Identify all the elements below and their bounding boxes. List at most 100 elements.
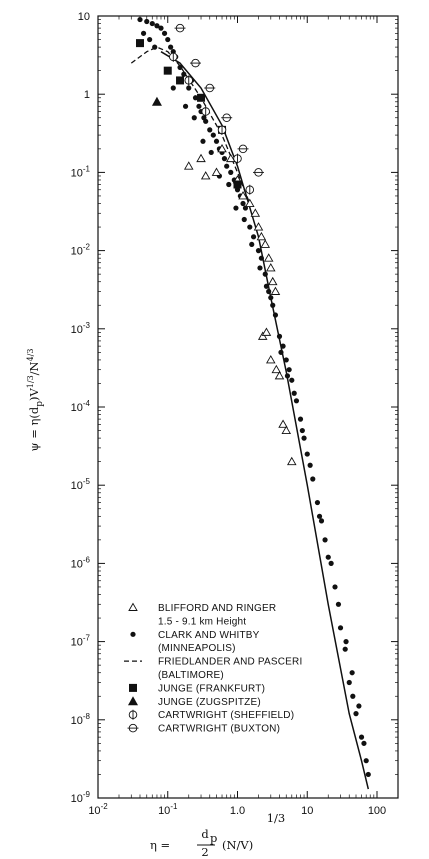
- y-tick-label: 10-4: [71, 399, 91, 414]
- y-tick-label: 10-5: [71, 477, 91, 492]
- data-point-dot: [181, 71, 187, 77]
- data-point-dot: [168, 44, 174, 50]
- data-point-dot: [266, 288, 272, 295]
- data-point-dot: [170, 85, 176, 91]
- data-point-circle-hbar: [174, 23, 186, 33]
- data-point-triangle-open: [270, 286, 281, 295]
- data-point-triangle-open: [263, 253, 274, 262]
- legend-label: JUNGE (FRANKFURT): [158, 683, 265, 694]
- data-point-dot: [353, 711, 359, 717]
- data-point-dot: [280, 343, 286, 349]
- x-tick-label: 1.0: [230, 805, 245, 817]
- data-point-dot: [322, 537, 328, 543]
- data-point-dot: [343, 639, 349, 645]
- data-point-dot: [263, 283, 270, 289]
- data-point-dot: [284, 373, 291, 379]
- x-axis-title: η =: [150, 838, 170, 852]
- data-point-triangle-open: [281, 425, 292, 434]
- data-point-dot: [325, 554, 331, 560]
- data-point-dot: [286, 367, 292, 373]
- y-tick-label: 10-3: [71, 321, 91, 336]
- x-axis-fraction-num: d: [201, 827, 209, 841]
- plot-border: [97, 15, 399, 799]
- y-axis-title: ψ = η(dp)V1/3/N4/3: [26, 349, 45, 452]
- data-point-dot: [196, 103, 202, 109]
- data-point-circle-hbar: [127, 723, 139, 733]
- y-tick-label: 10-6: [71, 555, 91, 570]
- data-point-dot: [203, 118, 209, 124]
- data-point-dot: [297, 416, 304, 422]
- data-point-dot: [192, 95, 199, 101]
- x-axis-fraction-den: 2: [201, 845, 208, 859]
- data-point-triangle-open: [183, 161, 194, 170]
- data-point-square: [233, 180, 242, 189]
- data-point-dot: [182, 103, 189, 109]
- data-point-circle-vbar: [245, 184, 255, 195]
- data-point-triangle-open: [287, 456, 297, 466]
- data-point-dot: [130, 631, 136, 637]
- data-point-dot: [226, 181, 232, 188]
- data-point-dot: [332, 584, 338, 590]
- data-point-dot: [247, 224, 253, 230]
- legend: BLIFFORD AND RINGER 1.5 - 9.1 km Height CL…: [124, 602, 302, 735]
- data-point-triangle-open: [256, 231, 267, 241]
- data-point-dot: [365, 771, 371, 778]
- y-tick-label: 10: [78, 11, 90, 23]
- data-point-dot: [210, 132, 216, 138]
- data-point-dot: [158, 25, 164, 31]
- data-point-dot: [154, 23, 160, 29]
- x-tick-label: 10-1: [158, 802, 178, 817]
- data-point-dot: [314, 499, 321, 506]
- x-tick-label: 10-2: [88, 802, 108, 817]
- data-point-triangle-open: [260, 239, 271, 248]
- data-point-dot: [207, 127, 213, 133]
- axis-titles: ψ = η(dp)V1/3/N4/3 1/3 η = d p2 (N/V): [26, 349, 285, 859]
- data-point-triangle-open: [211, 167, 222, 176]
- data-point-dot: [255, 248, 262, 254]
- data-point-dot: [177, 64, 183, 71]
- data-point-dot: [257, 265, 263, 271]
- x-axis-title-rest: (N/V): [222, 838, 253, 852]
- data-point-dot: [346, 679, 352, 686]
- data-point-dot: [241, 216, 247, 223]
- data-point-circle-hbar: [190, 58, 202, 68]
- data-point-dot: [262, 271, 268, 277]
- data-point-dot: [228, 169, 234, 175]
- data-point-triangle-open: [274, 370, 285, 380]
- legend-label: CARTWRIGHT (SHEFFIELD): [158, 710, 294, 721]
- data-point-circle-vbar: [233, 153, 242, 164]
- data-point-dot: [213, 138, 220, 144]
- legend-sublabel: (BALTIMORE): [158, 670, 224, 681]
- data-point-dot: [328, 560, 334, 567]
- x-axis-exponent: 1/3: [267, 811, 286, 825]
- legend-label: BLIFFORD AND RINGER: [158, 603, 276, 614]
- data-point-square: [129, 683, 137, 692]
- data-point-dot: [140, 30, 147, 36]
- data-point-triangle-open: [267, 276, 278, 286]
- data-point-dot: [342, 646, 348, 652]
- data-point-circle-vbar: [128, 709, 138, 720]
- data-point-dot: [310, 476, 316, 482]
- data-point-dot: [289, 377, 295, 383]
- data-point-dot: [272, 312, 279, 318]
- data-point-dot: [208, 149, 214, 156]
- data-point-dot: [268, 295, 274, 301]
- data-point-triangle-open: [271, 364, 282, 374]
- data-point-dot: [356, 703, 362, 709]
- legend-label: CARTWRIGHT (BUXTON): [158, 724, 280, 735]
- data-point-dot: [278, 349, 284, 355]
- data-point-triangle-open: [196, 153, 206, 163]
- data-point-square: [176, 76, 185, 85]
- data-point-dot: [301, 435, 307, 441]
- data-points: [135, 16, 371, 778]
- data-point-triangle-open: [266, 355, 276, 364]
- data-point-circle-hbar: [252, 168, 264, 177]
- data-point-dot: [299, 427, 305, 434]
- y-tick-label: 10-8: [71, 712, 91, 727]
- legend-label: FRIEDLANDER AND PASCERI: [158, 657, 302, 668]
- data-point-dot: [363, 758, 369, 764]
- data-point-circle-hbar: [221, 113, 233, 122]
- data-point-circle-hbar: [204, 83, 216, 93]
- x-tick-label: 10: [301, 805, 313, 817]
- data-point-dot: [350, 693, 356, 699]
